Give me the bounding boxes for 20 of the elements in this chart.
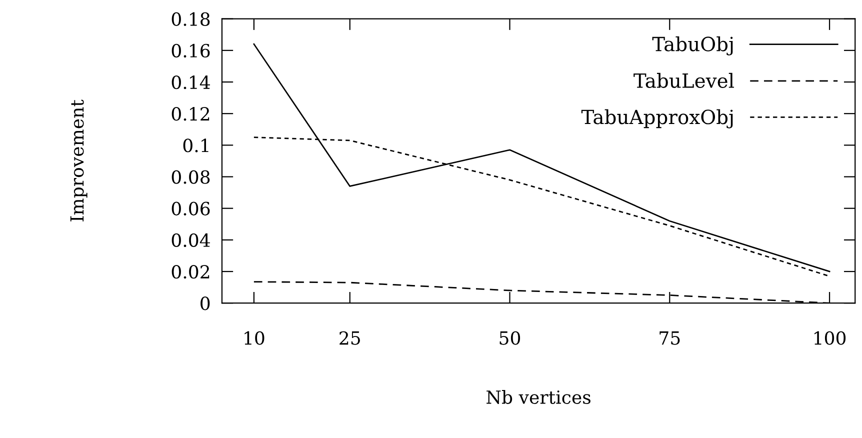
legend-label: TabuApproxObj (581, 109, 733, 128)
y-tick-label: 0.08 (172, 170, 210, 184)
y-tick-label: 0.06 (172, 202, 210, 216)
y-tick-label: 0.1 (183, 138, 208, 152)
y-tick-label: 0.02 (172, 264, 210, 279)
x-tick-label: 25 (340, 331, 360, 345)
x-tick-label: 75 (660, 331, 680, 345)
y-tick-label: 0.14 (172, 75, 210, 90)
x-axis-title: Nb vertices (486, 390, 590, 404)
y-tick-label: 0 (200, 296, 210, 310)
y-axis-title: Improvement (70, 100, 88, 222)
y-tick-label: 0.16 (172, 44, 210, 58)
x-tick-label: 10 (244, 331, 264, 345)
x-tick-label: 50 (500, 331, 520, 345)
y-tick-label: 0.12 (172, 107, 210, 121)
y-tick-label: 0.18 (172, 12, 210, 26)
y-tick-label: 0.04 (172, 233, 210, 248)
legend-label: TabuLevel (634, 72, 734, 88)
legend-label: TabuObj (652, 36, 733, 56)
x-tick-label: 100 (814, 331, 846, 345)
